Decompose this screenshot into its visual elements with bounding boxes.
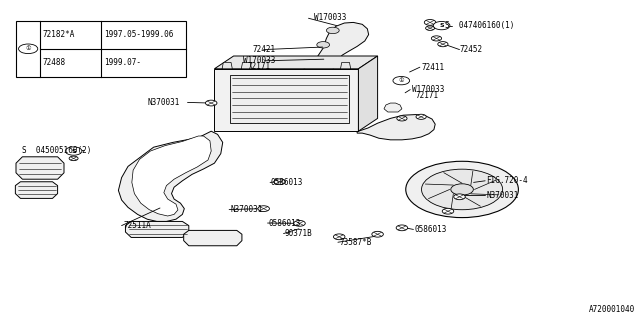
Text: 72488: 72488: [43, 58, 66, 67]
Bar: [16, 21, 186, 77]
Text: S: S: [71, 148, 76, 154]
Circle shape: [372, 231, 383, 237]
Circle shape: [454, 194, 465, 200]
Circle shape: [451, 184, 474, 195]
Circle shape: [424, 20, 436, 25]
Circle shape: [433, 21, 450, 30]
Text: W170033: W170033: [243, 56, 276, 65]
Text: 72411: 72411: [421, 63, 444, 72]
Polygon shape: [222, 62, 232, 69]
Circle shape: [431, 36, 442, 41]
Text: 90371B: 90371B: [285, 229, 312, 238]
Polygon shape: [214, 56, 378, 69]
Polygon shape: [16, 157, 64, 179]
Text: ①: ①: [399, 78, 404, 83]
Text: 1999.07-: 1999.07-: [104, 58, 141, 67]
Text: N370031: N370031: [486, 191, 519, 200]
Text: 72511A: 72511A: [124, 221, 151, 230]
Polygon shape: [357, 115, 435, 140]
Polygon shape: [214, 69, 358, 131]
Text: 0586013: 0586013: [271, 178, 303, 187]
Circle shape: [65, 147, 82, 155]
Text: W170033: W170033: [314, 13, 346, 22]
Polygon shape: [132, 136, 211, 216]
Text: S  047406160(1): S 047406160(1): [445, 21, 514, 30]
Polygon shape: [358, 56, 378, 131]
Circle shape: [69, 156, 78, 161]
Text: 72421: 72421: [253, 45, 276, 54]
Circle shape: [426, 26, 435, 30]
Polygon shape: [241, 62, 252, 69]
Circle shape: [406, 161, 518, 218]
Circle shape: [416, 114, 426, 119]
Circle shape: [393, 76, 410, 85]
Circle shape: [258, 206, 269, 212]
Text: N370031: N370031: [147, 98, 180, 107]
Circle shape: [396, 225, 408, 231]
Circle shape: [294, 220, 305, 226]
Text: FIG.720-4: FIG.720-4: [486, 176, 528, 185]
Text: A720001040: A720001040: [589, 305, 636, 314]
Text: 1997.05-1999.06: 1997.05-1999.06: [104, 30, 173, 39]
Text: 0586013: 0586013: [415, 225, 447, 234]
Circle shape: [326, 27, 339, 34]
Polygon shape: [384, 103, 402, 112]
Circle shape: [317, 42, 330, 48]
Polygon shape: [15, 182, 58, 198]
Text: ①: ①: [26, 46, 31, 51]
Polygon shape: [125, 221, 189, 237]
Polygon shape: [118, 131, 223, 221]
Text: N370031: N370031: [230, 205, 263, 214]
Circle shape: [422, 169, 502, 210]
Polygon shape: [230, 75, 349, 123]
Circle shape: [442, 208, 454, 214]
Text: 72452: 72452: [460, 45, 483, 54]
Text: S  045005160(2): S 045005160(2): [22, 146, 92, 155]
Polygon shape: [340, 62, 351, 69]
Polygon shape: [184, 230, 242, 246]
Text: 0586013: 0586013: [269, 219, 301, 228]
Circle shape: [333, 234, 345, 240]
Text: W170033: W170033: [412, 85, 444, 94]
Text: 72171: 72171: [248, 62, 271, 71]
Circle shape: [19, 44, 38, 53]
Circle shape: [274, 179, 285, 185]
Polygon shape: [300, 22, 369, 80]
Circle shape: [397, 116, 407, 121]
Text: S: S: [439, 23, 444, 28]
Circle shape: [205, 100, 217, 106]
Text: 72182*A: 72182*A: [43, 30, 76, 39]
Text: 72171: 72171: [416, 91, 439, 100]
Text: 73587*B: 73587*B: [339, 238, 372, 247]
Circle shape: [438, 42, 448, 47]
